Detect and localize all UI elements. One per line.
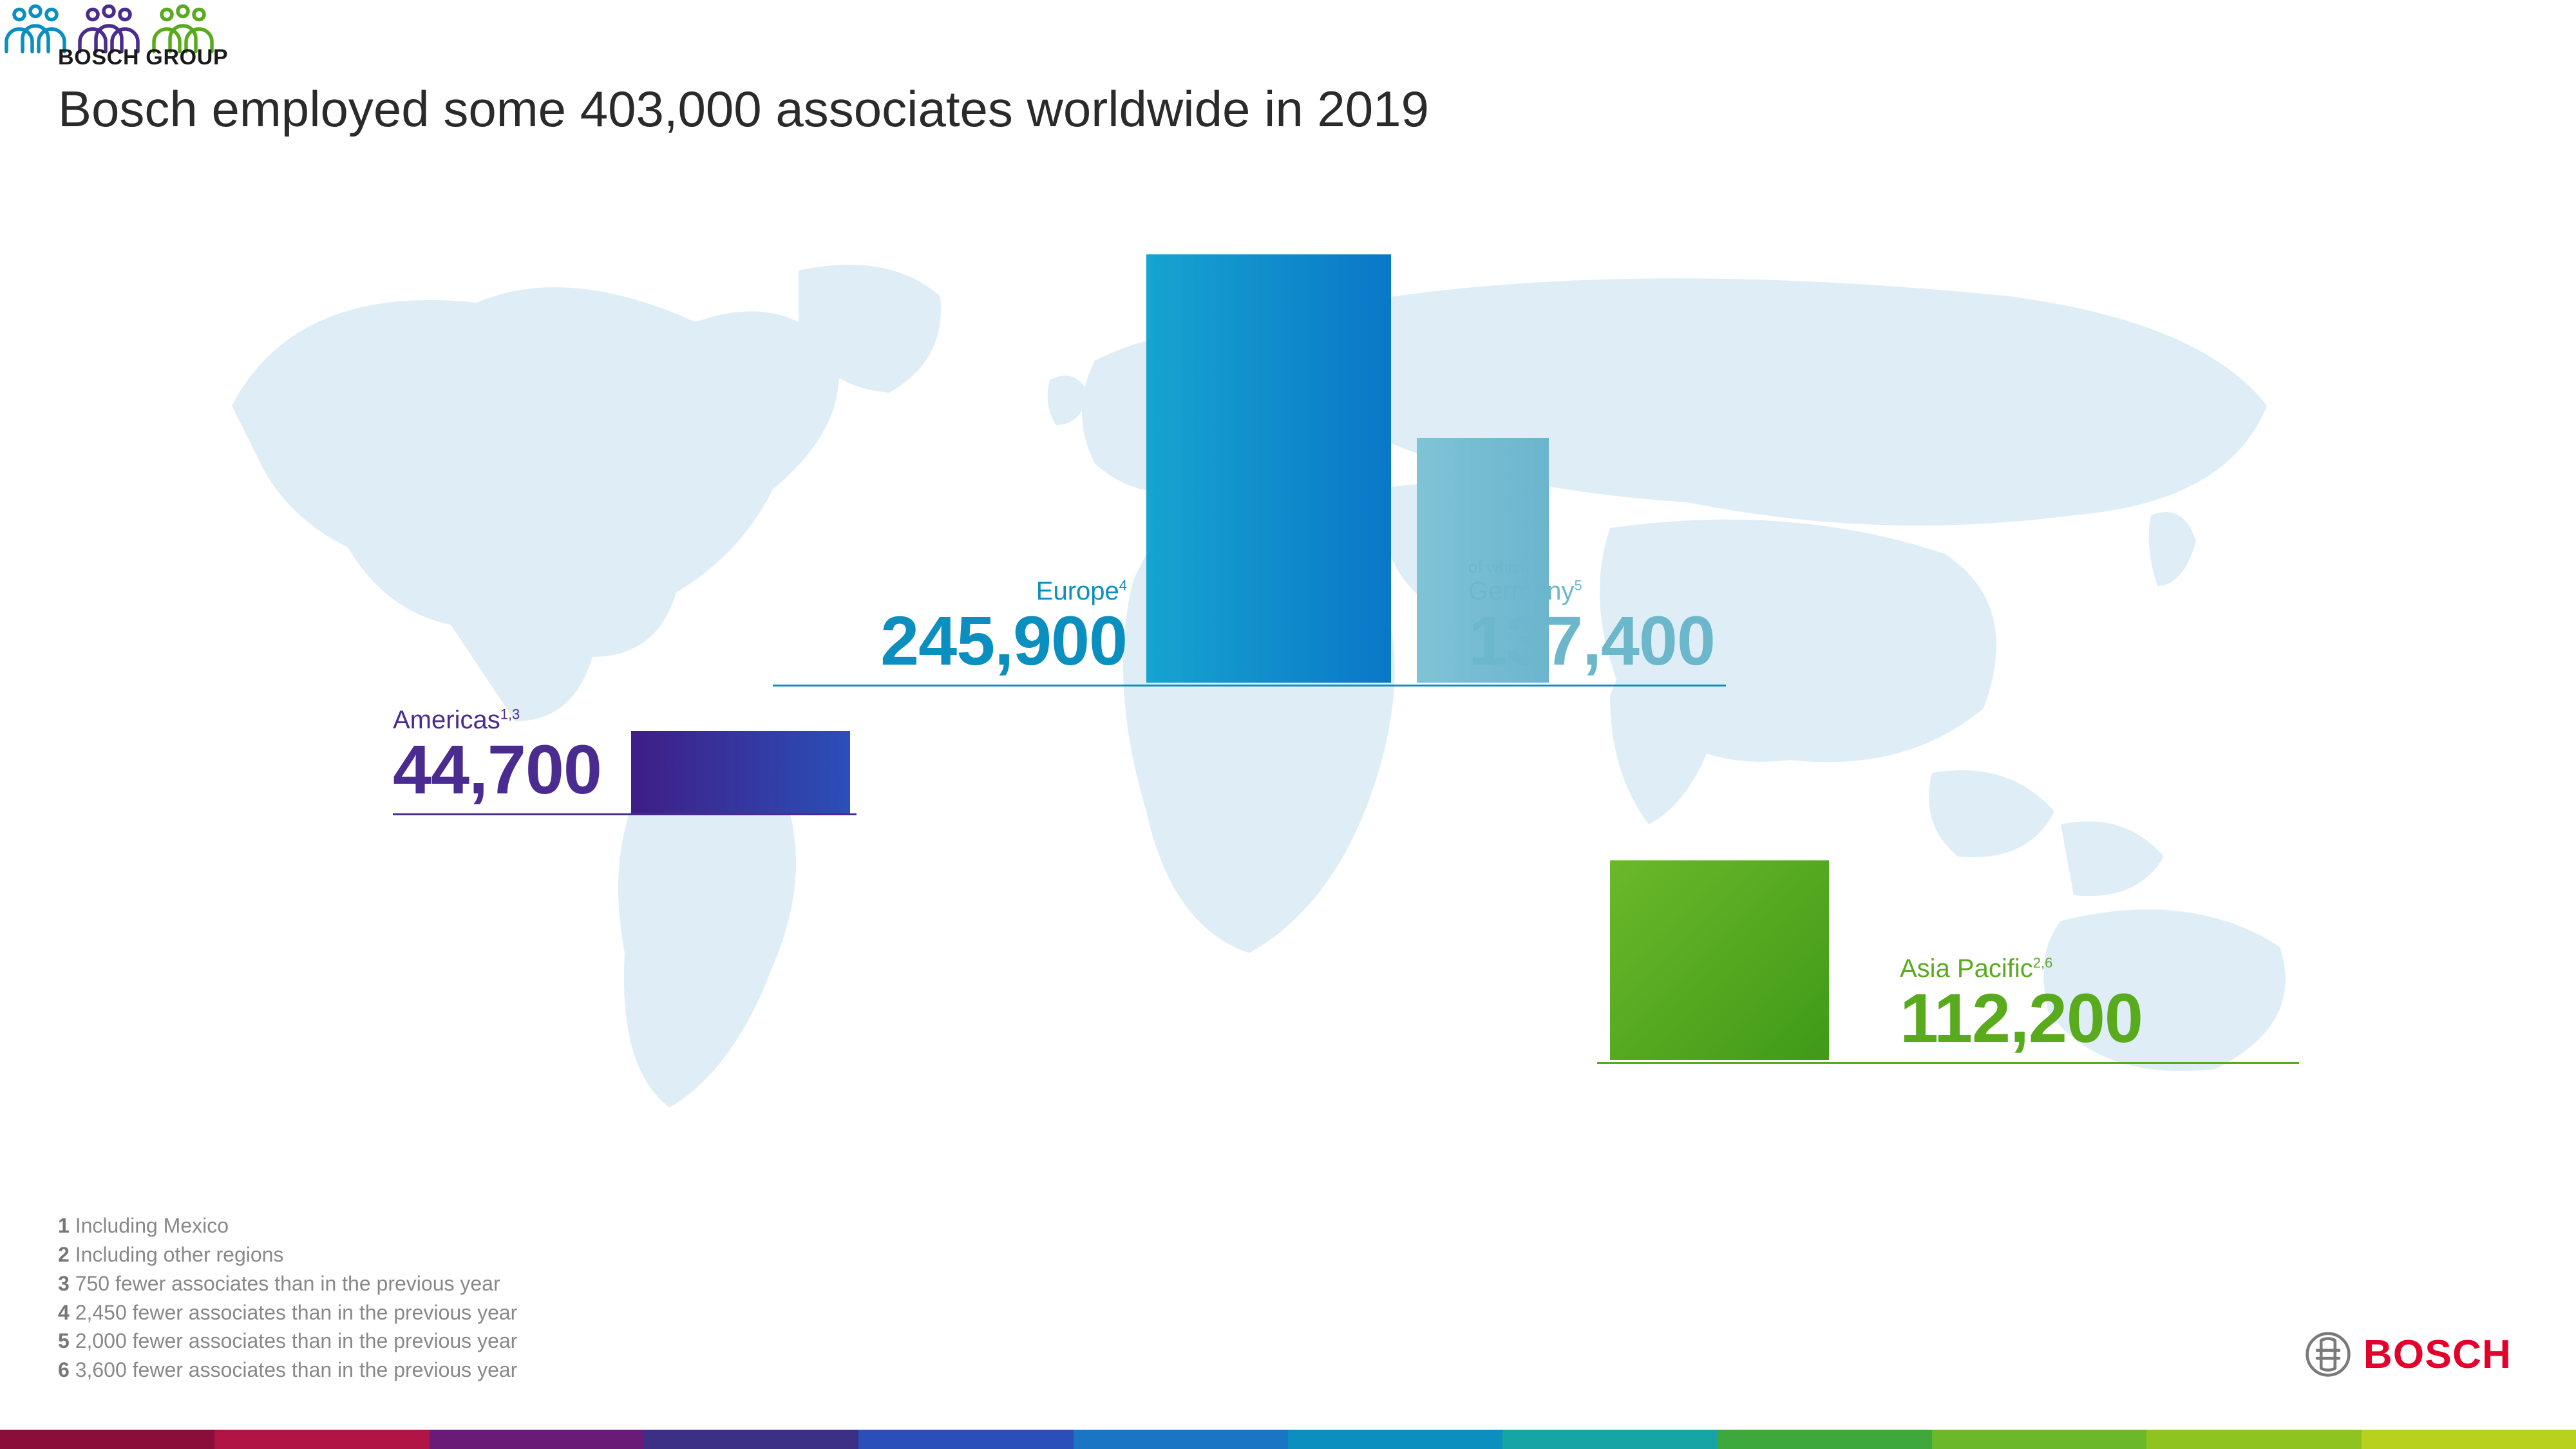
brand-stripe <box>0 1430 2576 1449</box>
asia-value: 112,200 <box>1900 983 2143 1053</box>
germany-value: 137,400 <box>1468 606 1715 676</box>
americas-value: 44,700 <box>393 735 601 804</box>
americas-region: Americas1,3 44,700 <box>393 728 857 815</box>
footnotes: 1 Including Mexico 2 Including other reg… <box>58 1211 517 1385</box>
europe-region: Europe4 245,900 of which Germany5 137,40… <box>773 254 1726 687</box>
footnote: 5 2,000 fewer associates than in the pre… <box>58 1327 517 1356</box>
asia-region: Asia Pacific2,6 112,200 <box>1597 860 2299 1064</box>
bosch-anchor-icon <box>2304 1331 2352 1378</box>
eyebrow: BOSCH GROUP <box>58 45 1429 70</box>
europe-value: 245,900 <box>773 606 1127 676</box>
header: BOSCH GROUP Bosch employed some 403,000 … <box>58 45 1429 137</box>
footnote: 4 2,450 fewer associates than in the pre… <box>58 1298 517 1327</box>
bosch-logo: BOSCH <box>2304 1331 2512 1378</box>
germany-pre: of which <box>1468 557 1715 577</box>
headline: Bosch employed some 403,000 associates w… <box>58 82 1429 137</box>
bosch-wordmark: BOSCH <box>2363 1332 2512 1378</box>
footnote: 6 3,600 fewer associates than in the pre… <box>58 1356 517 1385</box>
footnote: 3 750 fewer associates than in the previ… <box>58 1269 517 1298</box>
footnote: 1 Including Mexico <box>58 1211 517 1240</box>
footnote: 2 Including other regions <box>58 1240 517 1269</box>
